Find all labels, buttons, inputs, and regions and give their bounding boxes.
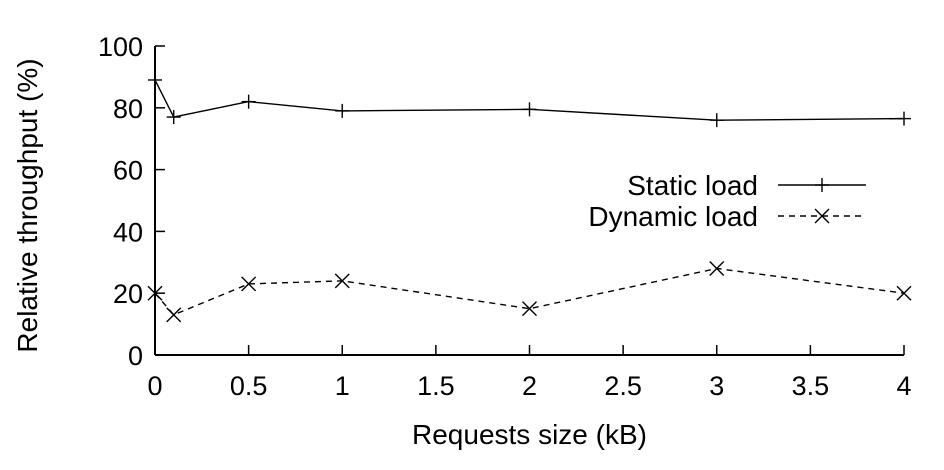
x-tick-label: 4	[896, 371, 911, 401]
x-tick-label: 2.5	[604, 371, 642, 401]
legend-label-static-load: Static load	[627, 170, 758, 201]
data-point-static-load	[148, 72, 162, 87]
data-point-dynamic-load	[334, 273, 350, 289]
data-point-dynamic-load	[147, 285, 163, 301]
x-tick-label: 0	[147, 371, 162, 401]
x-axis-label: Requests size (kB)	[412, 419, 647, 450]
chart-ticks: 0 20 40 60 80 100 0 0.5 1 1.5 2 2.5 3 3.5 4	[98, 32, 912, 401]
y-tick-label: 40	[113, 217, 143, 247]
data-point-static-load	[166, 110, 181, 125]
y-tick-label: 60	[113, 156, 143, 186]
y-tick-label: 0	[128, 341, 143, 371]
legend-label-dynamic-load: Dynamic load	[588, 201, 758, 232]
data-point-dynamic-load	[709, 260, 725, 276]
data-point-static-load	[522, 102, 537, 117]
data-point-dynamic-load	[522, 301, 537, 317]
data-point-static-load	[897, 111, 911, 126]
data-point-static-load	[335, 103, 350, 118]
legend-marker-static-load	[815, 178, 829, 192]
x-tick-label: 3.5	[792, 371, 830, 401]
y-tick-label: 100	[98, 32, 143, 62]
chart-series-layer	[147, 72, 912, 323]
data-point-dynamic-load	[896, 285, 912, 301]
x-tick-label: 0.5	[230, 371, 268, 401]
y-tick-label: 20	[113, 279, 143, 309]
y-axis-label: Relative throughput (%)	[12, 58, 43, 352]
data-point-dynamic-load	[166, 307, 182, 323]
data-point-static-load	[241, 94, 256, 109]
x-tick-label: 1	[335, 371, 350, 401]
x-tick-label: 2	[522, 371, 537, 401]
y-tick-label: 80	[113, 94, 143, 124]
data-point-static-load	[709, 113, 724, 128]
x-tick-label: 3	[709, 371, 724, 401]
data-point-dynamic-load	[241, 276, 257, 292]
legend-marker-dynamic-load	[814, 208, 830, 224]
x-tick-label: 1.5	[417, 371, 455, 401]
